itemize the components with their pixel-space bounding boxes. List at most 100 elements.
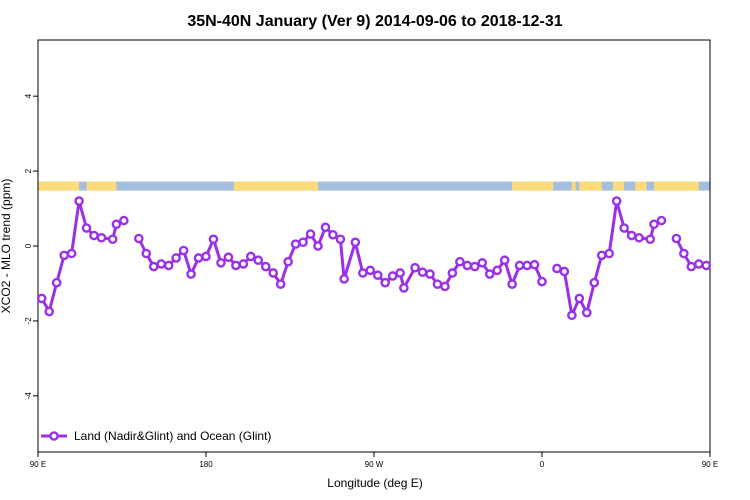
data-point — [163, 260, 174, 271]
data-point — [298, 237, 308, 248]
x-tick-label: 180 — [199, 460, 213, 469]
data-point — [201, 251, 211, 262]
x-tick-label: 90 E — [30, 460, 46, 469]
data-point — [223, 252, 234, 263]
data-point — [133, 233, 144, 244]
data-point — [328, 229, 338, 240]
data-point — [59, 250, 69, 261]
data-point — [156, 259, 166, 269]
data-point — [231, 260, 241, 271]
data-point — [634, 232, 644, 243]
data-point — [462, 260, 473, 271]
data-point — [66, 248, 77, 259]
chart-title: 35N-40N January (Ver 9) 2014-09-06 to 20… — [187, 13, 562, 30]
data-point — [74, 196, 84, 206]
data-point — [216, 258, 226, 268]
data-point — [425, 269, 435, 279]
data-point — [649, 219, 659, 230]
data-point — [604, 248, 615, 259]
data-point — [395, 268, 405, 278]
data-point — [283, 256, 293, 267]
x-axis-label: Longitude (deg E) — [327, 476, 422, 490]
series-line — [40, 199, 125, 313]
surface-band — [38, 181, 710, 191]
data-point — [81, 223, 92, 233]
x-tick-label: 90 E — [702, 460, 718, 469]
data-point — [611, 196, 622, 206]
y-tick-label: 2 — [24, 168, 33, 173]
y-axis-label: XCO2 - MLO trend (ppm) — [0, 179, 13, 314]
data-point — [178, 245, 189, 256]
data-point — [574, 293, 585, 304]
land-segment — [512, 181, 554, 191]
data-point — [455, 256, 465, 267]
data-point — [582, 307, 592, 318]
data-point — [51, 277, 62, 288]
legend: Land (Nadir&Glint) and Ocean (Glint) — [41, 429, 271, 443]
data-point — [335, 234, 346, 245]
land-segment — [583, 181, 602, 191]
data-point — [552, 263, 562, 274]
legend-label: Land (Nadir&Glint) and Ocean (Glint) — [74, 429, 271, 443]
data-point — [589, 277, 600, 288]
data-point — [44, 306, 55, 317]
data-point — [492, 265, 503, 276]
data-point — [477, 258, 488, 268]
data-point — [365, 265, 376, 276]
ocean-band — [38, 181, 710, 191]
data-point — [238, 259, 249, 269]
data-point — [208, 234, 219, 245]
land-segment — [571, 181, 576, 191]
data-point — [357, 268, 368, 278]
data-point — [417, 267, 428, 278]
data-point — [339, 274, 349, 284]
data-point — [619, 223, 629, 233]
data-point — [596, 250, 607, 261]
data-point — [245, 251, 256, 262]
data-point — [410, 262, 420, 273]
data-point — [529, 259, 540, 270]
data-point — [119, 215, 129, 226]
data-point — [193, 253, 204, 263]
data-point — [522, 260, 532, 271]
y-axis-ticks: -4 -2 0 2 4 — [24, 93, 38, 399]
data-point — [514, 260, 525, 271]
y-tick-label: -2 — [24, 317, 33, 325]
data-point — [148, 261, 159, 272]
data-point — [320, 222, 331, 233]
data-point — [89, 230, 99, 241]
data-point — [387, 271, 398, 281]
data-point — [186, 269, 196, 279]
data-point — [141, 248, 152, 259]
data-point — [656, 215, 667, 226]
land-segment — [234, 181, 318, 191]
data-point — [701, 260, 712, 271]
data-point — [171, 253, 181, 263]
x-tick-label: 90 W — [365, 460, 384, 469]
land-segment — [635, 181, 647, 191]
data-point — [313, 241, 323, 251]
data-point — [399, 283, 409, 293]
data-point — [380, 277, 391, 288]
data-point — [432, 279, 443, 290]
data-point — [567, 310, 577, 321]
data-point — [440, 281, 450, 292]
data-point — [499, 255, 510, 266]
legend-marker — [49, 431, 59, 441]
data-point — [305, 229, 316, 239]
data-point — [537, 276, 547, 287]
data-point — [626, 230, 637, 241]
data-point — [275, 279, 286, 290]
series-layer — [36, 196, 712, 321]
data-point — [645, 234, 656, 245]
land-segment — [86, 181, 117, 191]
y-tick-label: -4 — [24, 392, 33, 400]
data-point — [260, 261, 271, 272]
data-point — [686, 261, 697, 272]
data-point — [268, 268, 279, 278]
data-point — [107, 234, 118, 245]
data-point — [671, 233, 682, 244]
data-point — [36, 293, 47, 304]
land-segment — [654, 181, 699, 191]
